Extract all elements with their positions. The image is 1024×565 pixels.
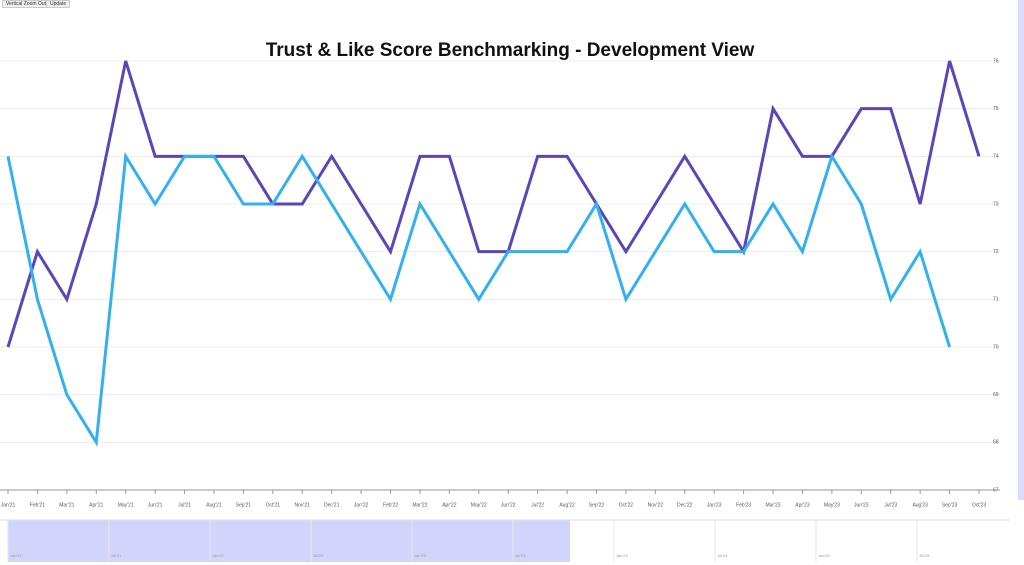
y-tick-label: 71	[993, 297, 999, 303]
x-tick-label: Oct'21	[266, 502, 281, 508]
y-tick-label: 69	[993, 392, 999, 398]
navigator-label: Jan'21	[10, 553, 22, 558]
y-tick-label: 68	[993, 440, 999, 446]
x-tick-label: Aug'22	[559, 502, 575, 508]
x-tick-label: Nov'21	[295, 502, 311, 508]
x-tick-label: Mar'21	[59, 502, 74, 508]
x-tick-label: Jun'21	[148, 502, 163, 508]
y-tick-label: 70	[993, 344, 999, 350]
navigator-label: Jul'24	[717, 553, 728, 558]
series-line	[6, 60, 981, 348]
zoom-button[interactable]: Vertical Zoom Out	[2, 0, 51, 8]
x-tick-label: Aug'23	[912, 502, 928, 508]
chart-title: Trust & Like Score Benchmarking - Develo…	[266, 40, 755, 61]
x-tick-label: Feb'21	[30, 502, 45, 508]
y-tick-label: 67	[993, 487, 999, 493]
x-tick-label: Apr'23	[795, 502, 810, 508]
x-tick-label: Feb'22	[383, 502, 398, 508]
series-line	[6, 151, 952, 447]
x-tick-label: Jul'21	[178, 502, 191, 508]
x-tick-label: Sep'23	[942, 502, 958, 508]
x-tick-label: Mar'22	[412, 502, 427, 508]
x-tick-label: Apr'22	[442, 502, 457, 508]
y-tick-label: 74	[993, 154, 999, 160]
x-tick-label: May'23	[824, 502, 840, 508]
x-tick-label: Oct'23	[972, 502, 987, 508]
x-tick-label: Oct'22	[619, 502, 634, 508]
navigator-label: Jan'25	[818, 553, 830, 558]
x-tick-label: Nov'22	[648, 502, 664, 508]
navigator-label: Jul'21	[111, 553, 122, 558]
x-tick-label: Dec'22	[677, 502, 693, 508]
x-tick-label: Apr'21	[89, 502, 104, 508]
update-button[interactable]: Update	[46, 0, 71, 8]
x-tick-label: Sep'22	[589, 502, 605, 508]
x-tick-label: Sep'21	[236, 502, 252, 508]
y-tick-label: 72	[993, 249, 999, 255]
x-tick-label: Jan'22	[354, 502, 369, 508]
x-tick-label: Jan'23	[707, 502, 722, 508]
navigator-label: Jul'25	[919, 553, 930, 558]
x-tick-label: Mar'23	[765, 502, 780, 508]
x-tick-label: Jul'22	[531, 502, 544, 508]
side-panel	[1018, 0, 1024, 500]
x-tick-label: Jul'23	[884, 502, 897, 508]
navigator-label: Jan'24	[616, 553, 628, 558]
navigator-label: Jul'22	[313, 553, 324, 558]
navigator-label: Jan'22	[212, 553, 224, 558]
x-tick-label: May'22	[471, 502, 487, 508]
navigator-label: Jul'23	[515, 553, 526, 558]
y-tick-label: 75	[993, 106, 999, 112]
navigator-selection	[8, 520, 570, 562]
y-tick-label: 76	[993, 58, 999, 64]
x-tick-label: Jan'21	[1, 502, 16, 508]
x-tick-label: May'21	[118, 502, 134, 508]
x-tick-label: Dec'21	[324, 502, 340, 508]
navigator-label: Jan'23	[414, 553, 426, 558]
x-tick-label: Feb'23	[736, 502, 751, 508]
x-tick-label: Jun'23	[854, 502, 869, 508]
x-tick-label: Jun'22	[501, 502, 516, 508]
x-tick-label: Aug'21	[206, 502, 222, 508]
y-tick-label: 73	[993, 201, 999, 207]
